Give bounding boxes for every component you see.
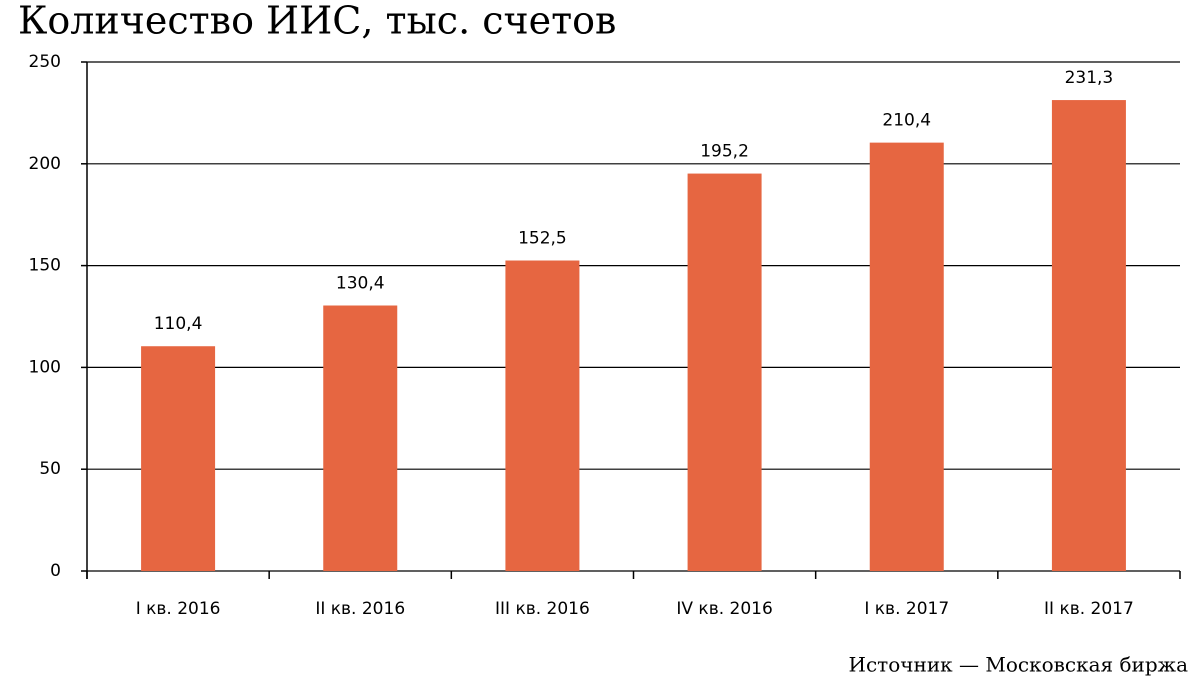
y-tick-label: 200 bbox=[29, 154, 61, 174]
source-note: Источник — Московская биржа bbox=[849, 653, 1189, 677]
bar bbox=[323, 305, 398, 571]
x-tick-label: II кв. 2016 bbox=[315, 599, 405, 619]
x-tick-label: I кв. 2017 bbox=[864, 599, 949, 619]
bar bbox=[1051, 100, 1126, 572]
y-tick-label: 100 bbox=[29, 357, 61, 377]
y-tick-label: 0 bbox=[50, 561, 61, 581]
bar bbox=[869, 142, 944, 571]
x-tick-label: II кв. 2017 bbox=[1044, 599, 1134, 619]
bar bbox=[141, 346, 216, 571]
value-label: 130,4 bbox=[336, 274, 385, 294]
value-label: 110,4 bbox=[154, 314, 203, 334]
value-label: 152,5 bbox=[518, 229, 567, 249]
value-label: 195,2 bbox=[700, 142, 749, 162]
y-tick-label: 250 bbox=[29, 52, 61, 72]
bar bbox=[687, 173, 762, 571]
x-tick-label: I кв. 2016 bbox=[136, 599, 221, 619]
value-label: 210,4 bbox=[882, 111, 931, 131]
value-label: 231,3 bbox=[1065, 68, 1114, 88]
y-tick-label: 150 bbox=[29, 256, 61, 276]
x-tick-label: IV кв. 2016 bbox=[676, 599, 772, 619]
bar bbox=[505, 260, 580, 571]
y-tick-label: 50 bbox=[39, 459, 61, 479]
x-tick-label: III кв. 2016 bbox=[495, 599, 590, 619]
chart-title: Количество ИИС, тыс. счетов bbox=[18, 0, 616, 43]
